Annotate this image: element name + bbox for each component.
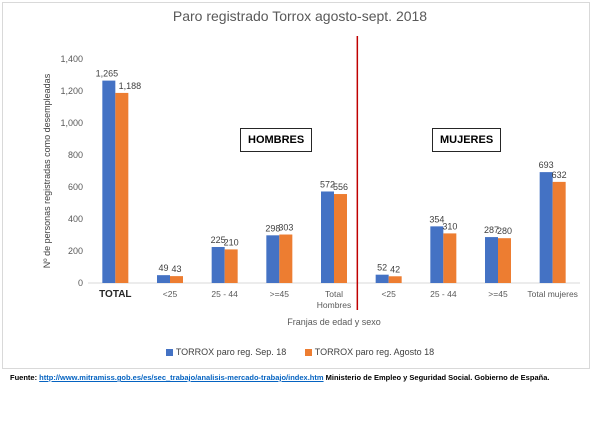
source-link[interactable]: http://www.mitramiss.gob.es/es/sec_traba… — [39, 373, 324, 382]
data-label: 632 — [552, 170, 567, 180]
hombres-label: HOMBRES — [240, 128, 313, 152]
bar — [115, 92, 129, 283]
bar — [279, 234, 293, 283]
x-tick-label: Total — [325, 289, 343, 299]
data-label: 298 — [265, 223, 280, 233]
legend-item-sep: TORROX paro reg. Sep. 18 — [165, 347, 287, 357]
y-tick-label: 0 — [78, 278, 83, 288]
bar — [498, 238, 511, 283]
data-label: 42 — [390, 264, 400, 274]
bar — [224, 249, 238, 283]
chart-title: Paro registrado Torrox agosto-sept. 2018 — [172, 8, 428, 24]
legend-label-ago: TORROX paro reg. Agosto 18 — [314, 347, 435, 357]
bar — [170, 276, 183, 283]
data-label: 43 — [171, 264, 181, 274]
x-tick-label: TOTAL — [99, 289, 131, 300]
bar — [430, 226, 444, 283]
source-note: Fuente: http://www.mitramiss.gob.es/es/s… — [10, 373, 549, 382]
bar — [388, 276, 402, 283]
x-tick-label: <25 — [381, 289, 396, 299]
y-tick-label: 1,400 — [60, 54, 83, 64]
y-tick-label: 200 — [68, 246, 83, 256]
y-tick-label: 800 — [68, 150, 83, 160]
legend-swatch-ago — [304, 349, 312, 357]
bar — [266, 235, 280, 283]
x-tick-label: >=45 — [270, 289, 290, 299]
bar — [211, 247, 225, 283]
data-label: 556 — [333, 182, 348, 192]
data-label: 572 — [320, 179, 335, 189]
data-label: 52 — [377, 263, 387, 273]
x-tick-label: Total mujeres — [527, 289, 578, 299]
bar — [102, 80, 116, 283]
bar — [552, 181, 566, 283]
data-label: 225 — [211, 235, 226, 245]
x-tick-label: >=45 — [488, 289, 508, 299]
legend: TORROX paro reg. Sep. 18 TORROX paro reg… — [0, 347, 600, 357]
source-prefix: Fuente: — [10, 373, 40, 382]
x-tick-label: Hombres — [317, 300, 351, 310]
y-tick-label: 1,000 — [60, 118, 83, 128]
data-label: 1,188 — [119, 81, 142, 91]
y-axis-title: Nº de personas registradas como desemple… — [42, 73, 52, 268]
data-label: 354 — [429, 214, 444, 224]
data-label: 1,265 — [96, 69, 119, 79]
bar — [334, 194, 347, 283]
x-tick-label: <25 — [163, 289, 178, 299]
data-label: 303 — [278, 223, 293, 233]
x-tick-label: 25 - 44 — [211, 289, 238, 299]
data-label: 210 — [224, 237, 239, 247]
data-label: 49 — [158, 263, 168, 273]
data-label: 280 — [497, 226, 512, 236]
bar — [375, 274, 389, 283]
source-suffix: Ministerio de Empleo y Seguridad Social.… — [323, 373, 550, 382]
y-tick-label: 1,200 — [60, 86, 83, 96]
data-label: 310 — [442, 221, 457, 231]
data-label: 693 — [539, 160, 554, 170]
bar-chart: 0 200 400 600 800 1,000 1,200 1,400 Nº de person… — [42, 36, 580, 327]
mujeres-label: MUJERES — [432, 128, 502, 152]
bar — [157, 275, 170, 283]
bar — [321, 191, 334, 283]
legend-swatch-sep — [165, 349, 173, 357]
bar — [485, 237, 498, 283]
x-tick-label: 25 - 44 — [430, 289, 457, 299]
legend-label-sep: TORROX paro reg. Sep. 18 — [175, 347, 287, 357]
bar — [443, 233, 457, 283]
data-label: 287 — [484, 225, 499, 235]
bar — [539, 172, 553, 283]
y-tick-label: 600 — [68, 182, 83, 192]
y-tick-label: 400 — [68, 214, 83, 224]
x-axis-title: Franjas de edad y sexo — [287, 317, 381, 327]
legend-item-ago: TORROX paro reg. Agosto 18 — [304, 347, 435, 357]
